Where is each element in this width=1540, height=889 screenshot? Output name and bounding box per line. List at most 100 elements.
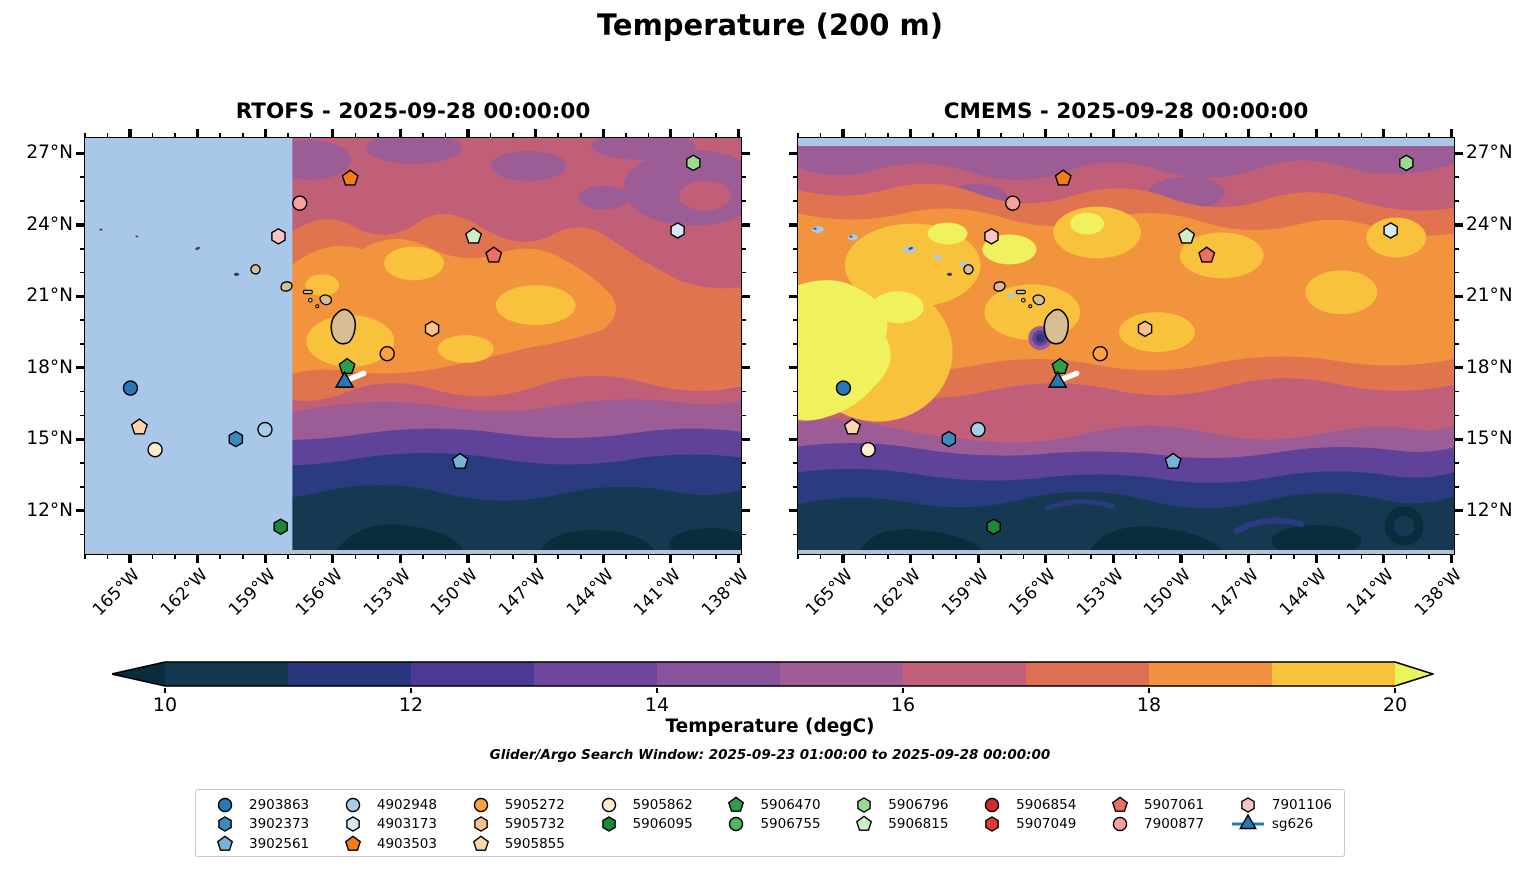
tick <box>106 554 109 559</box>
search-window-subtitle: Glider/Argo Search Window: 2025-09-23 01… <box>489 747 1051 763</box>
tick <box>793 247 798 250</box>
colorbar-tick <box>164 688 166 693</box>
tick <box>80 462 85 464</box>
float-marker <box>1112 817 1128 832</box>
tick <box>741 486 746 488</box>
tick <box>797 133 799 138</box>
tick <box>741 533 746 536</box>
tick <box>76 366 85 370</box>
legend-label: sg626 <box>1271 816 1314 833</box>
tick <box>1179 129 1183 138</box>
float-marker <box>1137 320 1153 338</box>
tick <box>80 343 85 345</box>
tick <box>1314 129 1318 138</box>
tick <box>1111 129 1116 138</box>
circle-marker-icon <box>1112 817 1128 832</box>
legend-item-4903503: 4903503 <box>336 834 437 854</box>
tick <box>128 129 132 138</box>
tick <box>601 129 605 138</box>
float-marker <box>485 246 503 263</box>
tick <box>1454 200 1459 202</box>
tick <box>534 554 538 563</box>
tick <box>909 129 913 138</box>
float-marker <box>472 835 489 851</box>
y-tick-label: 27°N <box>1466 142 1513 164</box>
colorbar-tick-label: 16 <box>890 694 916 716</box>
tick <box>736 129 741 138</box>
tick <box>84 554 86 559</box>
legend-label: 3902373 <box>249 816 310 833</box>
legend-label: 5906095 <box>632 816 693 833</box>
temperature-field-cmems <box>798 138 1454 554</box>
tick <box>669 554 673 563</box>
pentagon-marker-icon <box>856 815 873 832</box>
tick <box>793 343 798 345</box>
tick <box>1338 133 1340 138</box>
float-marker <box>271 228 286 245</box>
tick <box>819 133 822 138</box>
tick <box>1292 133 1295 138</box>
x-tick-label: 138°W <box>1301 565 1466 620</box>
tick <box>466 554 470 563</box>
tick <box>932 554 934 559</box>
tick <box>741 437 750 441</box>
float-marker <box>843 418 861 435</box>
y-tick-label: 24°N <box>26 213 73 235</box>
float-marker <box>1047 370 1068 388</box>
pentagon-marker-icon <box>344 835 361 851</box>
hawaiian-islands <box>813 227 1070 345</box>
tick <box>287 133 289 138</box>
tick <box>789 223 798 227</box>
colorbar-tick <box>1148 688 1150 693</box>
tick <box>741 366 750 370</box>
legend-column: 2903863 3902373 3902561 <box>208 795 309 854</box>
float-marker <box>1241 796 1255 813</box>
tick <box>1111 554 1116 563</box>
hexagon-marker-icon <box>473 816 488 833</box>
legend-label: 5905732 <box>504 816 565 833</box>
float-marker <box>292 195 308 211</box>
tick <box>976 554 980 563</box>
circle-marker-icon <box>729 817 744 832</box>
circle-marker-icon <box>345 797 361 812</box>
legend-item-3902561: 3902561 <box>208 834 309 854</box>
tick <box>263 129 267 138</box>
glider-track <box>1058 370 1080 383</box>
float-marker <box>1054 169 1072 186</box>
tick <box>954 133 957 138</box>
float-marker <box>1111 796 1129 812</box>
legend-item-4902948: 4902948 <box>336 795 437 815</box>
hexagon-marker-icon <box>1241 796 1255 813</box>
tick <box>789 366 798 370</box>
tick <box>1270 554 1272 559</box>
pentagon-marker-icon <box>216 835 234 851</box>
tick <box>128 554 132 563</box>
tick <box>1157 554 1160 559</box>
tick <box>1135 133 1137 138</box>
tick <box>1225 133 1227 138</box>
float-marker <box>985 816 999 833</box>
tick <box>80 176 85 179</box>
colorbar-tick-label: 12 <box>398 694 424 716</box>
y-tick-label: 27°N <box>26 142 73 164</box>
legend-label: 5906470 <box>760 796 821 813</box>
float-markers-layer-cmems <box>835 154 1414 536</box>
tick <box>1454 437 1463 441</box>
float-marker <box>345 797 361 812</box>
tick <box>741 223 750 227</box>
legend-label: 5906815 <box>888 816 949 833</box>
legend-item-4903173: 4903173 <box>336 815 437 835</box>
circle-marker-icon <box>217 797 233 812</box>
tick <box>489 554 492 559</box>
panel-title-rtofs: RTOFS - 2025-09-28 00:00:00 <box>235 99 591 124</box>
tick <box>309 133 312 138</box>
no-data-region <box>85 138 293 554</box>
tick <box>80 390 85 393</box>
tick <box>1157 133 1160 138</box>
float-marker <box>835 380 852 396</box>
pentagon-marker-icon <box>1111 796 1129 812</box>
legend-item-7900877: 7900877 <box>1103 815 1204 835</box>
tick <box>1338 554 1340 559</box>
tick <box>1454 319 1459 321</box>
tick <box>219 133 221 138</box>
